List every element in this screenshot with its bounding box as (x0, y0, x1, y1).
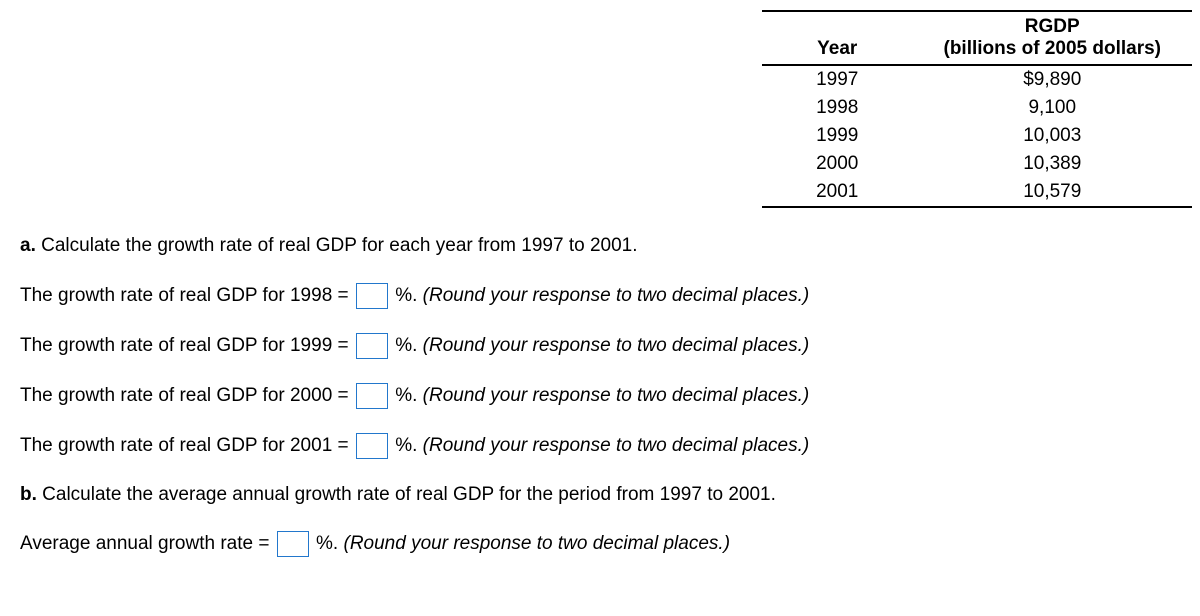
table-row: 2000 10,389 (762, 150, 1192, 178)
avg-growth-input[interactable] (277, 531, 309, 557)
growth-hint: (Round your response to two decimal plac… (423, 285, 810, 306)
growth-hint: (Round your response to two decimal plac… (423, 335, 810, 356)
table-row: 1999 10,003 (762, 122, 1192, 150)
growth-suffix: %. (395, 285, 417, 306)
growth-input-1999[interactable] (356, 333, 388, 359)
growth-suffix: %. (395, 335, 417, 356)
growth-prefix: The growth rate of real GDP for 1998 = (20, 285, 349, 306)
growth-input-2001[interactable] (356, 433, 388, 459)
cell-rgdp: $9,890 (913, 65, 1193, 94)
growth-line-1998: The growth rate of real GDP for 1998 = %… (20, 283, 1180, 309)
header-rgdp: RGDP (billions of 2005 dollars) (913, 11, 1193, 65)
growth-prefix: The growth rate of real GDP for 1999 = (20, 335, 349, 356)
question-b: b. Calculate the average annual growth r… (20, 483, 1180, 508)
avg-suffix: %. (316, 533, 338, 554)
cell-year: 1998 (762, 94, 913, 122)
table-row: 1998 9,100 (762, 94, 1192, 122)
growth-input-1998[interactable] (356, 283, 388, 309)
growth-line-2001: The growth rate of real GDP for 2001 = %… (20, 433, 1180, 459)
avg-hint: (Round your response to two decimal plac… (344, 533, 731, 554)
avg-growth-line: Average annual growth rate = %. (Round y… (20, 531, 1180, 557)
growth-prefix: The growth rate of real GDP for 2001 = (20, 435, 349, 456)
rgdp-table: Year RGDP (billions of 2005 dollars) 199… (762, 10, 1192, 208)
cell-rgdp: 10,003 (913, 122, 1193, 150)
cell-year: 2001 (762, 178, 913, 207)
growth-line-2000: The growth rate of real GDP for 2000 = %… (20, 383, 1180, 409)
header-year: Year (762, 11, 913, 65)
avg-prefix: Average annual growth rate = (20, 533, 269, 554)
question-a-text: Calculate the growth rate of real GDP fo… (41, 235, 637, 256)
header-rgdp-line1: RGDP (1025, 16, 1080, 37)
growth-hint: (Round your response to two decimal plac… (423, 385, 810, 406)
growth-line-1999: The growth rate of real GDP for 1999 = %… (20, 333, 1180, 359)
question-a-label: a. (20, 235, 36, 256)
table-row: 1997 $9,890 (762, 65, 1192, 94)
growth-suffix: %. (395, 435, 417, 456)
question-a: a. Calculate the growth rate of real GDP… (20, 234, 1180, 259)
rgdp-table-container: Year RGDP (billions of 2005 dollars) 199… (762, 10, 1192, 208)
growth-input-2000[interactable] (356, 383, 388, 409)
cell-rgdp: 9,100 (913, 94, 1193, 122)
cell-year: 2000 (762, 150, 913, 178)
cell-rgdp: 10,389 (913, 150, 1193, 178)
cell-rgdp: 10,579 (913, 178, 1193, 207)
growth-prefix: The growth rate of real GDP for 2000 = (20, 385, 349, 406)
table-row: 2001 10,579 (762, 178, 1192, 207)
cell-year: 1999 (762, 122, 913, 150)
question-b-text: Calculate the average annual growth rate… (42, 484, 776, 505)
growth-suffix: %. (395, 385, 417, 406)
cell-year: 1997 (762, 65, 913, 94)
growth-hint: (Round your response to two decimal plac… (423, 435, 810, 456)
question-b-label: b. (20, 484, 37, 505)
header-rgdp-line2: (billions of 2005 dollars) (944, 38, 1162, 59)
questions-area: a. Calculate the growth rate of real GDP… (20, 234, 1180, 557)
